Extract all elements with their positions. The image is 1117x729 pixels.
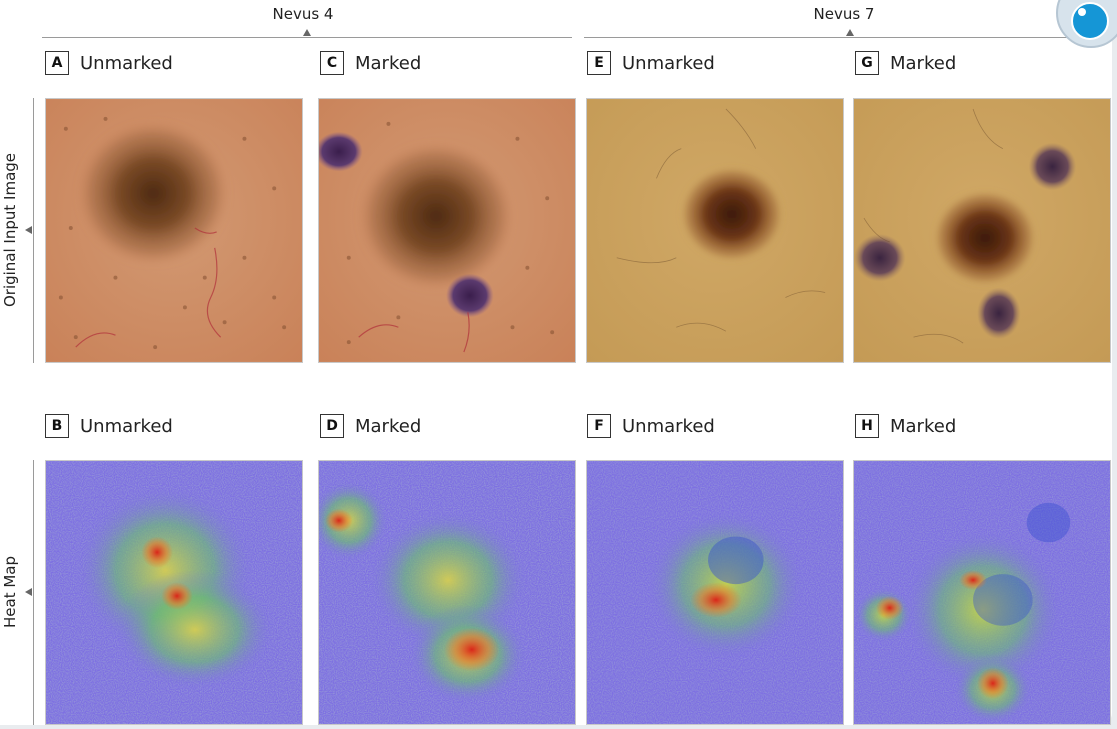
panel-image-c-dermoscopy [318,98,576,363]
row-bracket-original-input [33,98,34,363]
group-bracket-tick-nevus-7 [846,29,854,36]
panel-caption-g: Marked [890,52,957,74]
panel-letter-d: D [320,414,344,438]
panel-label-a: A Unmarked [45,51,173,75]
row-title-heat-map: Heat Map [1,555,19,629]
group-title-nevus-4: Nevus 4 [272,5,334,23]
row-bracket-tick-original-input [25,226,32,234]
panel-image-h-heatmap [853,460,1111,725]
panel-label-c: C Marked [320,51,421,75]
panel-label-e: E Unmarked [587,51,715,75]
journal-logo-icon [1056,0,1117,48]
panel-letter-e: E [587,51,611,75]
panel-image-a-dermoscopy [45,98,303,363]
group-title-nevus-7: Nevus 7 [813,5,875,23]
panel-caption-f: Unmarked [622,415,715,437]
panel-letter-g: G [855,51,879,75]
group-bracket-nevus-4 [42,37,572,38]
panel-image-b-heatmap [45,460,303,725]
panel-letter-c: C [320,51,344,75]
panel-caption-h: Marked [890,415,957,437]
panel-letter-a: A [45,51,69,75]
panel-letter-b: B [45,414,69,438]
group-bracket-nevus-7 [584,37,1112,38]
panel-label-h: H Marked [855,414,956,438]
journal-logo-highlight [1078,8,1086,16]
panel-caption-d: Marked [355,415,422,437]
panel-label-g: G Marked [855,51,956,75]
row-bracket-tick-heat-map [25,588,32,596]
panel-label-d: D Marked [320,414,421,438]
panel-image-e-dermoscopy [586,98,844,363]
panel-caption-a: Unmarked [80,52,173,74]
panel-letter-h: H [855,414,879,438]
panel-letter-f: F [587,414,611,438]
panel-image-f-heatmap [586,460,844,725]
panel-caption-c: Marked [355,52,422,74]
panel-caption-b: Unmarked [80,415,173,437]
row-title-original-input: Original Input Image [1,152,19,308]
journal-logo-dot [1071,2,1109,40]
panel-label-b: B Unmarked [45,414,173,438]
row-bracket-heat-map [33,460,34,725]
panel-caption-e: Unmarked [622,52,715,74]
panel-label-f: F Unmarked [587,414,715,438]
group-bracket-tick-nevus-4 [303,29,311,36]
panel-image-g-dermoscopy [853,98,1111,363]
panel-image-d-heatmap [318,460,576,725]
